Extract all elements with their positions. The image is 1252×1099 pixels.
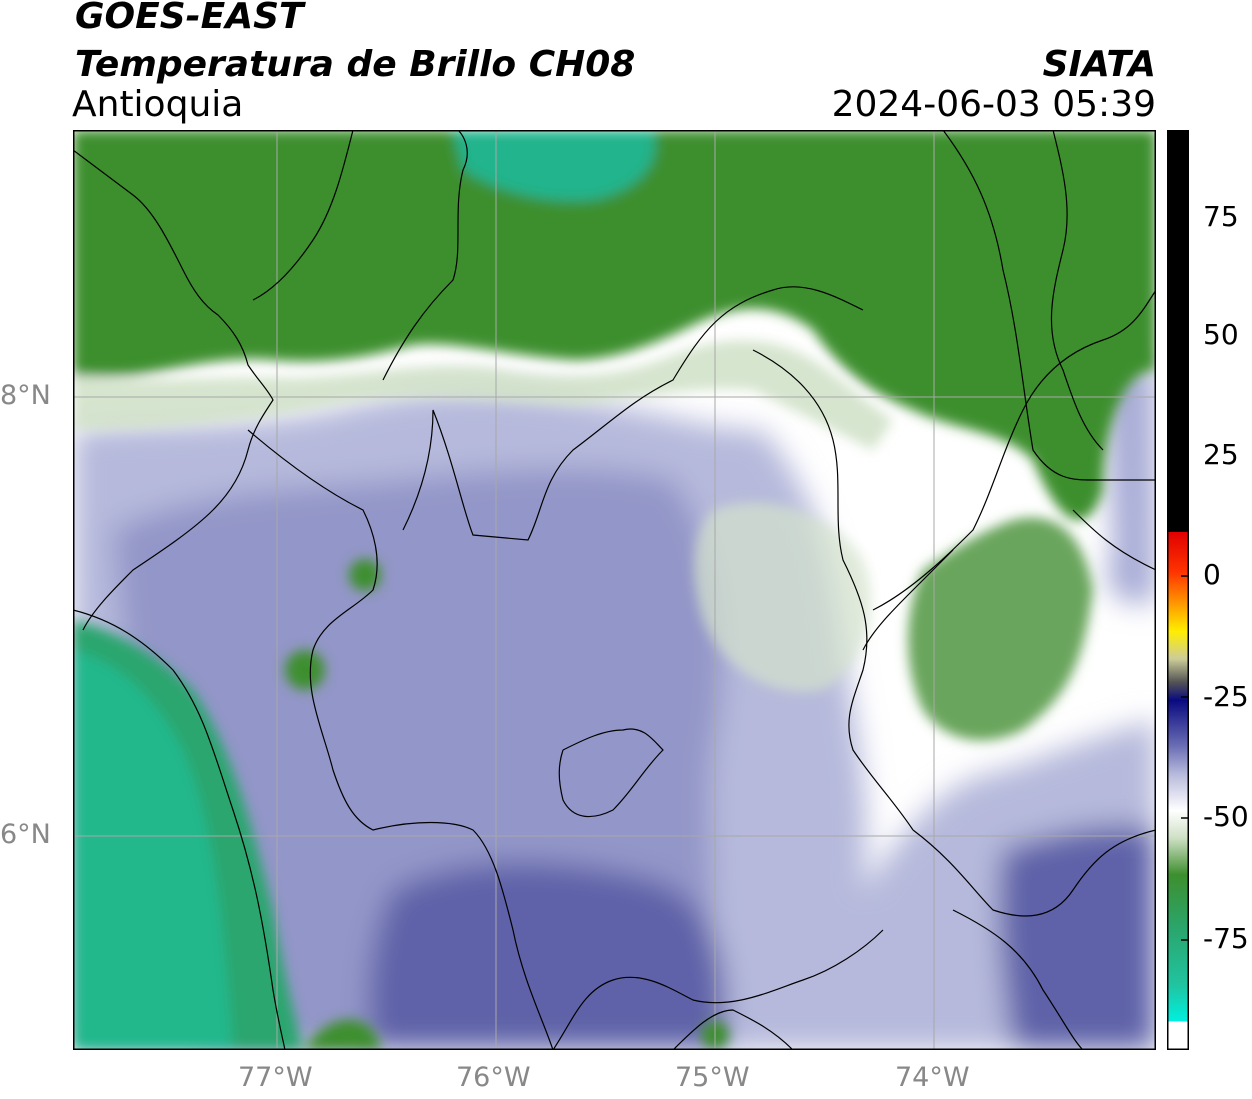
border-antioquia-cordoba: [382, 130, 468, 381]
border-boyaca: [912, 829, 1156, 917]
colorbar-tick-neg75: -75: [1203, 922, 1249, 955]
datetime-label: 2024-06-03 05:39: [831, 84, 1156, 125]
warm-area-teal-west: [73, 650, 233, 1050]
border-north-gulf: [252, 130, 354, 301]
border-choco-antioquia: [247, 429, 554, 1050]
lon-label-77w: 77°W: [238, 1062, 313, 1093]
colorbar: [1167, 130, 1189, 1050]
border-east-cesar: [942, 130, 1156, 481]
border-antioquia-east: [752, 349, 914, 831]
warm-area-north-light: [73, 340, 893, 450]
lon-label-74w: 74°W: [895, 1062, 970, 1093]
product-title: Temperatura de Brillo CH08: [75, 44, 636, 85]
border-caldas: [552, 929, 884, 1050]
colorbar-tick-25: 25: [1203, 438, 1239, 471]
satellite-title: GOES-EAST: [75, 0, 304, 37]
cloud-dark-purple-east: [998, 826, 1156, 1050]
border-santander: [872, 289, 1156, 611]
warm-area-south-west: [303, 1019, 383, 1050]
warm-area-teal-north: [453, 130, 656, 201]
agency-label: SIATA: [1042, 44, 1156, 85]
colorbar-tick-neg25: -25: [1203, 680, 1249, 713]
lat-label-6n: 6°N: [0, 819, 51, 850]
graticule: [73, 130, 1156, 1050]
colorbar-tick-50: 50: [1203, 318, 1239, 351]
lon-label-75w: 75°W: [675, 1062, 750, 1093]
border-center-east: [862, 549, 954, 651]
region-label: Antioquia: [72, 84, 244, 125]
coastline-caribbean: [73, 149, 274, 631]
warm-area-east-band: [908, 517, 1093, 741]
colorbar-tick-75: 75: [1203, 200, 1239, 233]
border-east-loop: [1072, 509, 1156, 571]
cloud-dark-purple-south: [369, 862, 726, 1050]
border-south: [672, 1009, 794, 1050]
cloud-light-purple-ne: [1103, 363, 1156, 604]
border-east-range: [1050, 130, 1104, 451]
medellin-metro: [558, 728, 664, 818]
border-south-east: [952, 909, 1084, 1050]
coastline-pacific: [73, 609, 286, 1050]
border-antioquia-north: [402, 286, 864, 541]
colorbar-tick-0: 0: [1203, 558, 1221, 591]
borders: [73, 130, 1156, 1050]
lon-label-76w: 76°W: [456, 1062, 531, 1093]
lat-label-8n: 8°N: [0, 380, 51, 411]
warm-area-center-light: [694, 502, 871, 692]
colorbar-tick-neg50: -50: [1203, 800, 1249, 833]
warm-area-north: [73, 130, 1156, 521]
warm-spot-2: [285, 650, 325, 690]
brightness-temperature-map: [73, 130, 1156, 1050]
warm-spot-1: [349, 559, 381, 591]
